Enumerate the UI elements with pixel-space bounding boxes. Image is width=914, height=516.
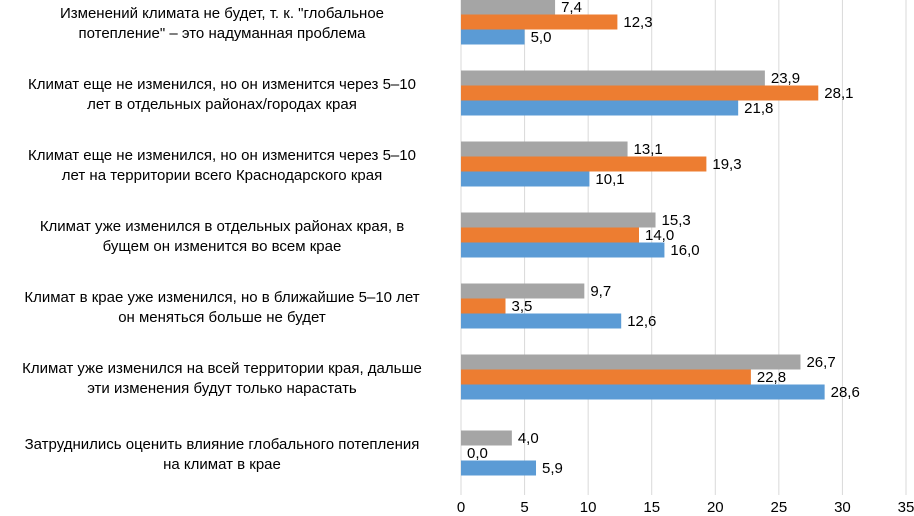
bar-series-blue [461, 313, 622, 329]
x-tick-label: 0 [457, 499, 465, 516]
bar-series-gray [461, 354, 801, 370]
data-label-series-blue: 10,1 [595, 171, 624, 188]
x-tick-label: 5 [520, 499, 528, 516]
data-label-series-blue: 12,6 [627, 313, 656, 330]
category-label: Затруднились оценить влияние глобального… [25, 436, 420, 473]
bar-series-blue [461, 100, 739, 116]
bar-series-orange [461, 85, 819, 101]
bar-series-blue [461, 384, 825, 400]
data-label-series-blue: 16,0 [670, 242, 699, 259]
x-tick-label: 15 [643, 499, 660, 516]
category-label-line: потепление" – это надуманная проблема [79, 25, 367, 42]
category-label: Климат еще не изменился, но он изменится… [28, 147, 416, 184]
category-label-line: эти изменения будут только нарастать [87, 380, 357, 397]
data-label-series-orange: 0,0 [467, 445, 488, 462]
bar-series-orange [461, 298, 506, 314]
data-label-series-gray: 7,4 [561, 0, 582, 16]
category-label-line: Климат уже изменился в отдельных районах… [40, 218, 404, 235]
category-label-line: бущем он изменится во всем крае [103, 238, 342, 255]
x-tick-label: 10 [580, 499, 597, 516]
category-label: Климат уже изменился в отдельных районах… [40, 218, 404, 255]
data-label-series-orange: 19,3 [712, 156, 741, 173]
category-label-line: Климат в крае уже изменился, но в ближай… [24, 289, 419, 306]
category-label-line: Климат уже изменился на всей территории … [22, 360, 422, 377]
bars [461, 0, 825, 476]
data-label-series-gray: 9,7 [590, 283, 611, 300]
category-label: Климат еще не изменился, но он изменится… [28, 76, 416, 113]
data-label-series-orange: 14,0 [645, 227, 674, 244]
category-label-line: Изменений климата не будет, т. к. "глоба… [60, 5, 384, 22]
category-label: Климат в крае уже изменился, но в ближай… [24, 289, 419, 326]
data-label-series-orange: 28,1 [824, 85, 853, 102]
bar-series-gray [461, 283, 585, 299]
bar-series-gray [461, 141, 628, 157]
category-label-line: Затруднились оценить влияние глобального… [25, 436, 420, 453]
data-label-series-orange: 3,5 [512, 298, 533, 315]
category-label: Изменений климата не будет, т. к. "глоба… [60, 5, 384, 42]
bar-series-blue [461, 29, 525, 45]
data-label-series-gray: 13,1 [634, 141, 663, 158]
bar-series-gray [461, 0, 556, 15]
x-tick-label: 30 [834, 499, 851, 516]
bar-series-orange [461, 156, 707, 172]
x-axis-ticks: 0 5 10 15 20 25 30 35 [457, 499, 914, 516]
category-label-line: он меняться больше не будет [118, 309, 326, 326]
data-label-series-gray: 15,3 [662, 212, 691, 229]
category-label-line: лет на территории всего Краснодарского к… [62, 167, 382, 184]
bar-series-blue [461, 242, 665, 258]
data-label-series-orange: 22,8 [757, 369, 786, 386]
category-label-line: на климат в крае [163, 456, 281, 473]
data-label-series-blue: 5,0 [531, 29, 552, 46]
data-label-series-gray: 26,7 [806, 354, 835, 371]
data-label-series-gray: 4,0 [518, 430, 539, 447]
bar-series-gray [461, 212, 656, 228]
x-tick-label: 35 [898, 499, 914, 516]
data-label-series-gray: 23,9 [771, 70, 800, 87]
category-labels: Изменений климата не будет, т. к. "глоба… [22, 5, 422, 473]
bar-series-orange [461, 14, 618, 30]
bar-series-gray [461, 70, 765, 86]
bar-series-blue [461, 171, 590, 187]
bar-series-gray [461, 430, 512, 446]
bar-series-orange [461, 369, 751, 385]
x-tick-label: 25 [771, 499, 788, 516]
data-label-series-blue: 28,6 [831, 384, 860, 401]
data-labels: 7,4 23,9 13,1 15,3 9,7 26,7 4,0 12,3 28,1 19,3 14,… [467, 0, 860, 477]
bar-series-orange [461, 227, 639, 243]
data-label-series-blue: 21,8 [744, 100, 773, 117]
data-label-series-orange: 12,3 [623, 14, 652, 31]
bar-series-blue [461, 460, 537, 476]
category-label-line: лет в отдельных районах/городах края [87, 96, 357, 113]
category-label-line: Климат еще не изменился, но он изменится… [28, 76, 416, 93]
category-label: Климат уже изменился на всей территории … [22, 360, 422, 397]
x-tick-label: 20 [707, 499, 724, 516]
data-label-series-blue: 5,9 [542, 460, 563, 477]
category-label-line: Климат еще не изменился, но он изменится… [28, 147, 416, 164]
